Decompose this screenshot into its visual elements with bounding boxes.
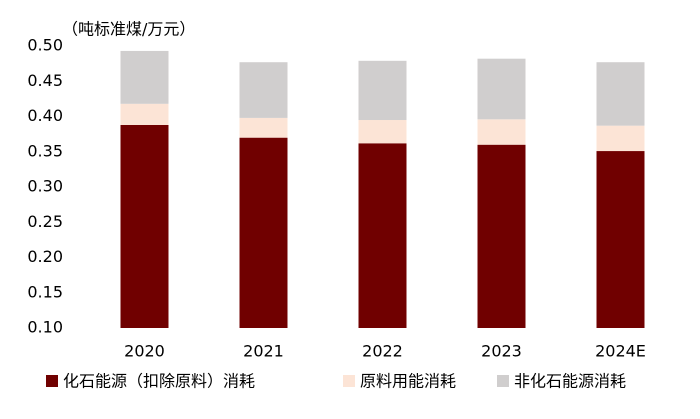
bar-segment — [358, 60, 407, 121]
x-tick-label: 2023 — [481, 342, 522, 361]
y-tick-label: 0.30 — [27, 177, 63, 196]
bar-segment — [596, 125, 645, 152]
y-tick-label: 0.50 — [27, 36, 63, 55]
y-tick-label: 0.15 — [27, 282, 63, 301]
y-tick-label: 0.40 — [27, 106, 63, 125]
bar-segment — [358, 120, 407, 144]
x-tick-label: 2024E — [595, 342, 646, 361]
bar-segment — [477, 144, 526, 328]
legend-swatch — [46, 375, 58, 387]
legend-swatch — [343, 375, 355, 387]
y-tick-label: 0.35 — [27, 141, 63, 160]
y-axis-label: （吨标准煤/万元） — [62, 20, 195, 39]
bar-segment — [120, 50, 169, 104]
bar-segment — [239, 117, 288, 138]
y-tick-label: 0.45 — [27, 71, 63, 90]
legend-label: 原料用能消耗 — [360, 372, 456, 391]
legend-swatch — [497, 375, 509, 387]
y-tick-label: 0.10 — [27, 318, 63, 337]
bar-segment — [239, 137, 288, 328]
bar-segment — [596, 151, 645, 328]
legend-label: 非化石能源消耗 — [514, 372, 626, 391]
x-tick-label: 2021 — [243, 342, 284, 361]
y-tick-label: 0.20 — [27, 247, 63, 266]
bar-segment — [596, 62, 645, 126]
bar-segment — [358, 143, 407, 328]
y-tick-label: 0.25 — [27, 212, 63, 231]
bar-segment — [477, 119, 526, 145]
legend-label: 化石能源（扣除原料）消耗 — [63, 372, 255, 391]
x-tick-label: 2022 — [362, 342, 403, 361]
bar-segment — [239, 62, 288, 118]
bar-segment — [477, 58, 526, 120]
x-tick-label: 2020 — [124, 342, 165, 361]
bar-segment — [120, 124, 169, 329]
bar-segment — [120, 103, 169, 125]
